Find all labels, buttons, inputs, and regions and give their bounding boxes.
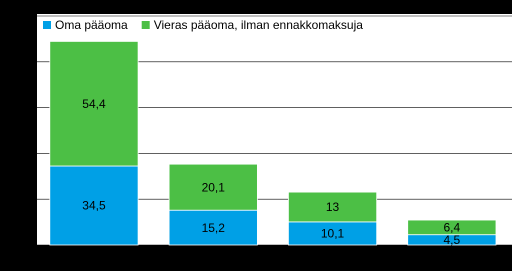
bar-segment xyxy=(168,163,258,211)
bar-segment xyxy=(288,191,378,223)
legend-swatch xyxy=(141,21,150,29)
value-label: 13 xyxy=(326,200,340,214)
value-label: 20,1 xyxy=(202,180,226,194)
value-label: 6,4 xyxy=(444,221,461,235)
value-label: 34,5 xyxy=(82,199,106,213)
legend-label: Oma pääoma xyxy=(55,18,128,32)
bar-segment xyxy=(49,165,139,246)
bar-segment xyxy=(407,219,497,236)
value-label: 15,2 xyxy=(202,221,226,235)
value-label: 10,1 xyxy=(321,227,345,241)
bar-segment xyxy=(168,209,258,246)
legend-swatch xyxy=(43,21,51,29)
value-label: 4,5 xyxy=(444,233,461,247)
value-label: 54,4 xyxy=(82,97,106,111)
legend-label: Vieras pääoma, ilman ennakkomaksuja xyxy=(154,18,364,32)
bar-segment xyxy=(49,41,139,167)
